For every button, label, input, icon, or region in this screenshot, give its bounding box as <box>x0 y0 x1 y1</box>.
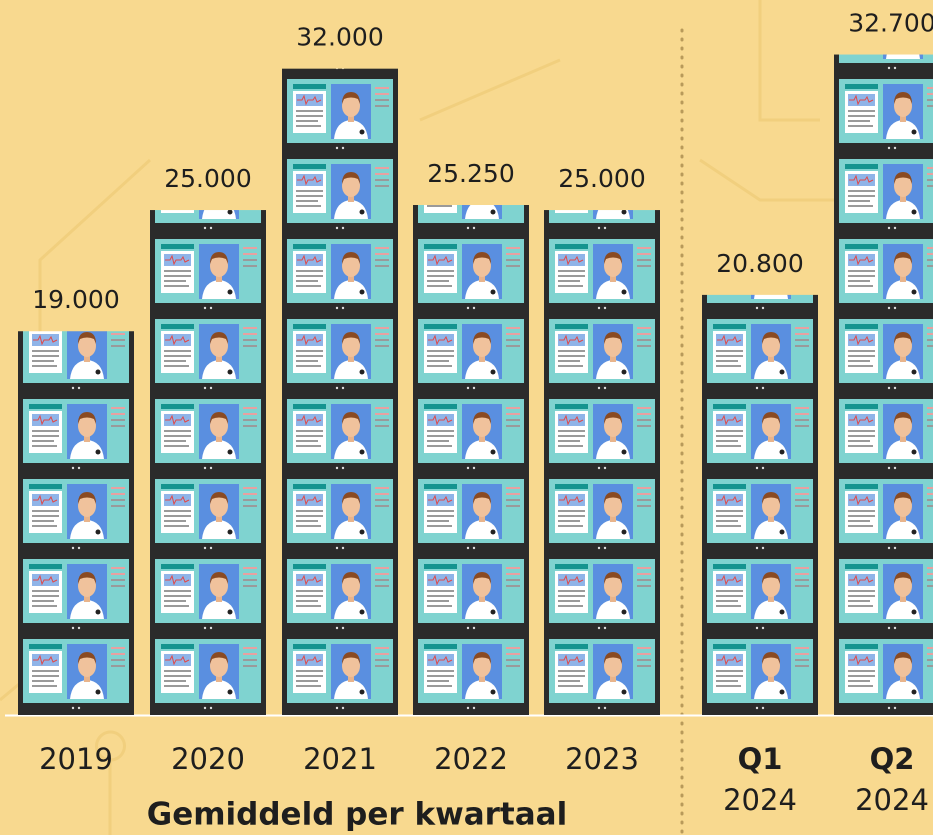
page: Gemiddeld per kwartaal 2019 19.000 2020 25.… <box>0 0 933 835</box>
bar <box>834 55 933 715</box>
x-tick-label: 2022 <box>434 742 508 776</box>
bar-group: 32.000 <box>282 23 398 715</box>
bar-group: 19.000 <box>18 285 134 715</box>
bar-group: 32.700 <box>834 9 933 715</box>
x-tick-sublabel: 2024 <box>855 783 929 817</box>
value-label: 25.250 <box>427 159 514 188</box>
x-tick-label: 2019 <box>39 742 113 776</box>
value-label: 32.000 <box>296 23 383 52</box>
bar-group: 25.250 <box>413 159 529 715</box>
bar <box>18 331 134 715</box>
bar <box>702 295 818 715</box>
value-label: 20.800 <box>716 249 803 278</box>
x-tick-label: Q1 <box>738 742 783 776</box>
value-label: 19.000 <box>32 285 119 314</box>
bar <box>150 210 266 715</box>
bar <box>413 205 529 715</box>
x-tick-label: 2023 <box>565 742 639 776</box>
x-axis-label: Gemiddeld per kwartaal <box>147 797 567 833</box>
bar <box>282 69 398 715</box>
bar-group: 25.000 <box>544 164 660 715</box>
value-label: 32.700 <box>848 9 933 38</box>
bar-group: 25.000 <box>150 164 266 715</box>
value-label: 25.000 <box>558 164 645 193</box>
x-tick-label: 2021 <box>303 742 377 776</box>
x-tick-sublabel: 2024 <box>723 783 797 817</box>
x-tick-label: Q2 <box>870 742 915 776</box>
chart: Gemiddeld per kwartaal 2019 19.000 2020 25.… <box>0 0 933 835</box>
bar-group: 20.800 <box>702 249 818 715</box>
x-tick-label: 2020 <box>171 742 245 776</box>
bar <box>544 210 660 715</box>
value-label: 25.000 <box>164 164 251 193</box>
